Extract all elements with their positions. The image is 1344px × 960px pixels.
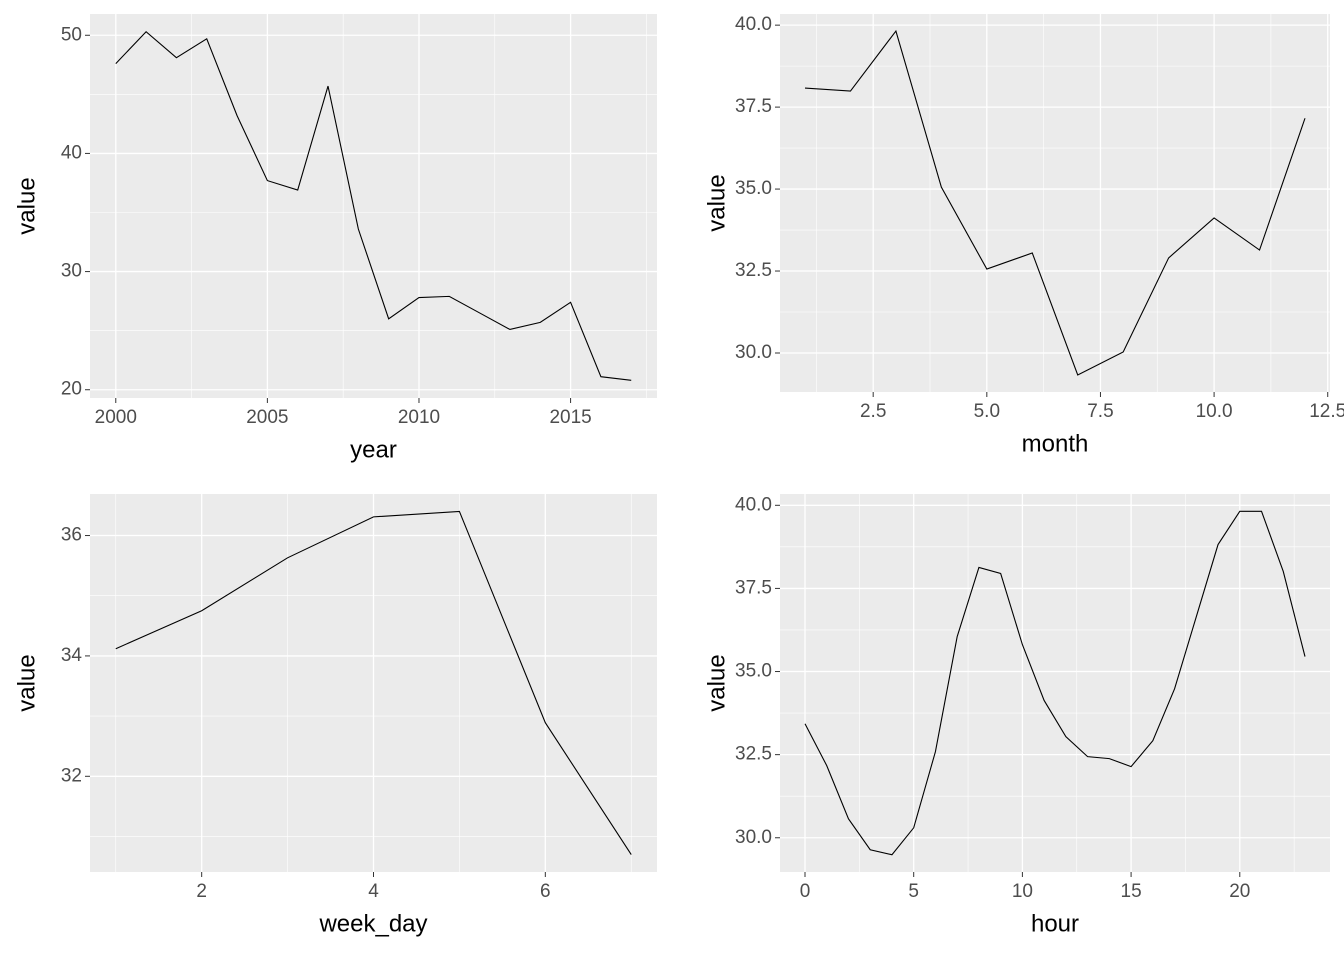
y-axis-title: value [703, 174, 730, 231]
x-axis-title: hour [1031, 910, 1079, 937]
x-tick-label: 7.5 [1087, 401, 1113, 422]
y-tick-label: 30.0 [735, 827, 772, 848]
x-tick-label: 2000 [95, 407, 137, 428]
line [115, 30, 632, 381]
plot-panel [90, 14, 657, 398]
y-tick-label: 50 [61, 24, 82, 45]
x-tick-label: 2015 [549, 407, 591, 428]
x-tick-label: 2 [196, 881, 207, 902]
x-tick-label: 10 [1012, 881, 1033, 902]
y-tick-label: 34 [61, 645, 83, 666]
y-tick-label: 32.5 [735, 260, 772, 281]
x-axis-title: month [1022, 430, 1089, 457]
y-tick-label: 36 [61, 525, 82, 546]
plot-panel [780, 14, 1330, 392]
y-tick-label: 37.5 [735, 577, 772, 598]
plot-panel [780, 494, 1330, 872]
line [804, 510, 1306, 856]
y-axis-title: value [13, 177, 40, 234]
x-tick-label: 2.5 [860, 401, 886, 422]
y-tick-label: 35.0 [735, 178, 772, 199]
y-tick-label: 30 [61, 261, 82, 282]
y-tick-label: 40.0 [735, 14, 772, 35]
line [804, 29, 1306, 376]
y-tick-label: 32 [61, 765, 82, 786]
y-tick-label: 35.0 [735, 661, 772, 682]
x-tick-label: 10.0 [1196, 401, 1233, 422]
line [115, 510, 632, 855]
x-tick-label: 2010 [398, 407, 440, 428]
x-tick-label: 12.5 [1309, 401, 1344, 422]
x-tick-label: 0 [800, 881, 811, 902]
y-tick-label: 40.0 [735, 494, 772, 515]
x-tick-label: 4 [368, 881, 379, 902]
x-tick-label: 5 [908, 881, 919, 902]
y-axis-title: value [703, 654, 730, 711]
y-tick-label: 20 [61, 379, 82, 400]
x-axis-title: week_day [318, 910, 427, 937]
x-tick-label: 15 [1121, 881, 1142, 902]
x-tick-label: 2005 [246, 407, 288, 428]
x-axis-title: year [350, 436, 397, 463]
y-tick-label: 30.0 [735, 342, 772, 363]
x-tick-label: 6 [540, 881, 551, 902]
y-tick-label: 32.5 [735, 744, 772, 765]
y-axis-title: value [13, 654, 40, 711]
x-tick-label: 5.0 [974, 401, 1000, 422]
y-tick-label: 37.5 [735, 96, 772, 117]
x-tick-label: 20 [1229, 881, 1250, 902]
y-tick-label: 40 [61, 142, 82, 163]
